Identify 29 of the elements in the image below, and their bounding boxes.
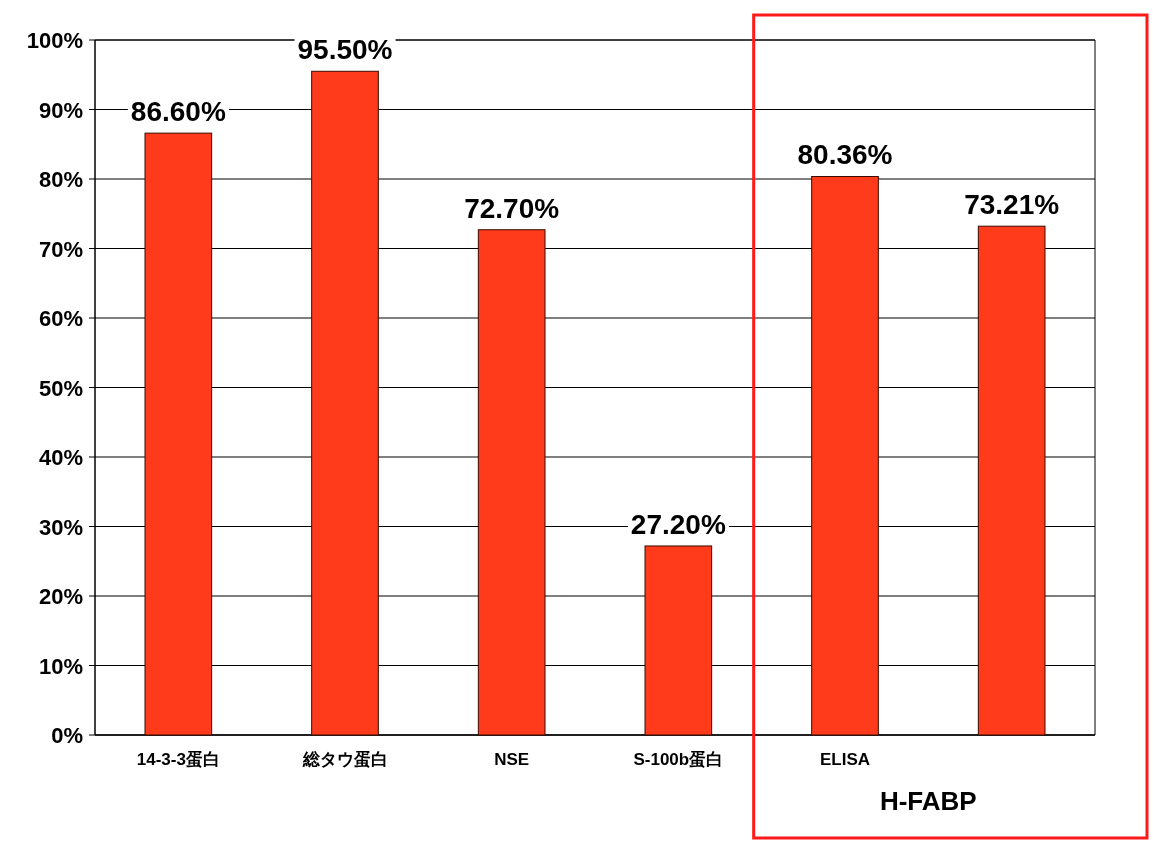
y-tick-label: 90% (38, 97, 83, 123)
bar (144, 132, 213, 736)
y-tick-label: 40% (38, 445, 83, 470)
bar (644, 545, 713, 736)
y-tick-label: 10% (38, 653, 83, 679)
x-tick-label: 総タウ蛋白 (301, 750, 388, 769)
x-tick-label: 14-3-3蛋白 (136, 750, 220, 769)
x-tick-label: ELISA (819, 750, 871, 769)
text: H-FABP (879, 786, 977, 816)
data-label: 27.20% (630, 508, 726, 540)
y-tick-label: 50% (38, 375, 83, 401)
bar (811, 176, 879, 736)
data-label: 95.50% (297, 34, 393, 66)
y-tick-label: 60% (38, 306, 83, 331)
bar (977, 225, 1046, 736)
y-tick-label: 30% (38, 514, 83, 540)
data-label: 73.21% (964, 189, 1060, 221)
data-label: 72.70% (464, 192, 560, 224)
data-label: 86.60% (130, 96, 226, 128)
bar (311, 70, 379, 736)
x-tick-label: NSE (494, 750, 530, 769)
data-label: 80.36% (797, 139, 893, 171)
y-tick-label: 70% (38, 236, 83, 262)
y-tick-label: 100% (26, 28, 83, 53)
y-tick-label: 20% (38, 584, 83, 609)
y-tick-label: 0% (51, 723, 83, 748)
bar (477, 229, 546, 736)
y-tick-label: 80% (38, 167, 83, 192)
x-tick-label: S-100b蛋白 (633, 750, 724, 769)
